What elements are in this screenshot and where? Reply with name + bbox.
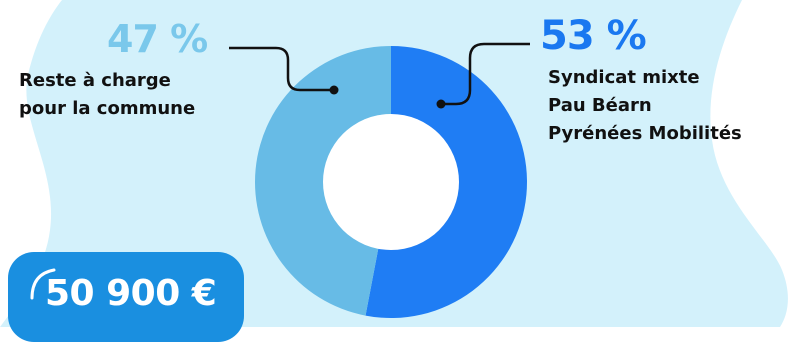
amount-value: 50 900 € xyxy=(45,273,217,314)
corner-accent-icon xyxy=(30,268,56,300)
slice-label-commune: Reste à charge pour la commune xyxy=(19,67,195,123)
slice-label-line: pour la commune xyxy=(19,98,196,119)
slice-label-line: Reste à charge xyxy=(19,70,171,91)
donut-slice-commune xyxy=(254,46,391,316)
donut-hole xyxy=(323,114,459,250)
slice-percent-commune: 47 % xyxy=(107,17,208,61)
leader-line-commune xyxy=(229,46,334,92)
leader-dot-syndicat xyxy=(436,99,446,109)
leader-line-syndicat xyxy=(441,42,530,106)
slice-label-line: Syndicat mixte xyxy=(548,67,700,88)
leader-dot-commune xyxy=(329,85,339,95)
slice-label-syndicat: Syndicat mixte Pau Béarn Pyrénées Mobili… xyxy=(548,64,742,148)
slice-label-line: Pyrénées Mobilités xyxy=(548,123,742,144)
slice-label-line: Pau Béarn xyxy=(548,95,652,116)
donut-chart xyxy=(0,0,788,327)
slice-percent-syndicat: 53 % xyxy=(540,13,647,59)
